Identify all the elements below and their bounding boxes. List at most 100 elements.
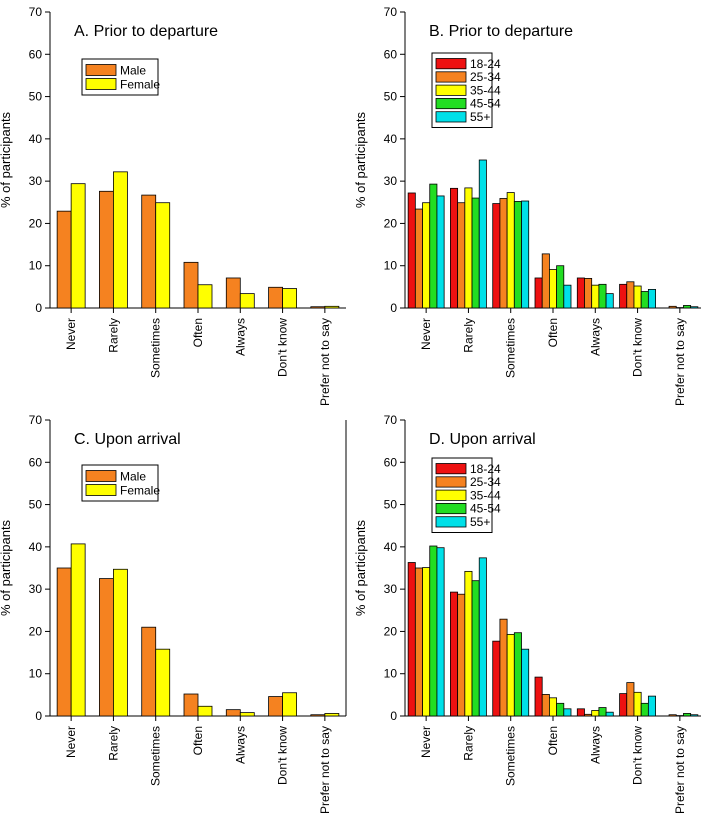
bar-45-54-don-t-know bbox=[640, 291, 649, 309]
x-tick-label-often: Often bbox=[546, 726, 560, 755]
y-tick-label: 70 bbox=[384, 5, 398, 19]
bar-35-44-often bbox=[549, 697, 558, 717]
bar-45-54-prefer-not-to-say bbox=[683, 713, 692, 717]
x-tick-label-never: Never bbox=[64, 318, 78, 350]
bar-male-prefer-not-to-say bbox=[310, 306, 326, 309]
bar-55-prefer-not-to-say bbox=[690, 306, 699, 309]
y-tick-label: 60 bbox=[384, 47, 398, 61]
y-tick-label: 10 bbox=[29, 667, 43, 681]
x-tick-label-prefer-not-to-say: Prefer not to say bbox=[318, 318, 332, 406]
bar-25-34-always bbox=[584, 277, 593, 309]
y-axis-label: % of participants bbox=[353, 519, 368, 616]
bar-35-44-sometimes bbox=[506, 192, 515, 309]
bar-35-44-often bbox=[549, 269, 558, 309]
bar-male-often bbox=[183, 261, 199, 309]
y-tick-label: 50 bbox=[384, 498, 398, 512]
y-tick-label: 40 bbox=[384, 132, 398, 146]
panel-title: D. Upon arrival bbox=[429, 431, 536, 448]
legend-label-35-44: 35-44 bbox=[470, 83, 501, 97]
legend-swatch-35-44 bbox=[435, 84, 467, 96]
legend-swatch-25-34 bbox=[435, 476, 467, 488]
y-tick-label: 60 bbox=[384, 455, 398, 469]
bar-18-24-often bbox=[534, 676, 543, 717]
bar-18-24-often bbox=[534, 277, 543, 309]
legend-swatch-male bbox=[85, 470, 117, 482]
x-tick-label-don-t-know: Don't know bbox=[276, 318, 290, 377]
y-tick-label: 70 bbox=[384, 413, 398, 427]
bar-55-never bbox=[436, 547, 445, 717]
bar-45-54-sometimes bbox=[513, 632, 522, 717]
bar-45-54-always bbox=[598, 283, 607, 309]
x-tick-label-often: Often bbox=[546, 318, 560, 347]
y-tick-label: 70 bbox=[29, 5, 43, 19]
bar-female-rarely bbox=[113, 171, 128, 309]
x-tick-label-never: Never bbox=[64, 726, 78, 758]
bar-male-often bbox=[183, 693, 199, 717]
bar-55-sometimes bbox=[521, 200, 530, 309]
bar-35-44-always bbox=[591, 284, 600, 309]
y-tick-label: 60 bbox=[29, 455, 43, 469]
y-tick-label: 30 bbox=[29, 582, 43, 596]
bar-18-24-always bbox=[576, 708, 585, 717]
y-tick-label: 70 bbox=[29, 413, 43, 427]
x-tick-label-sometimes: Sometimes bbox=[149, 726, 163, 786]
y-axis-label: % of participants bbox=[0, 519, 13, 616]
bar-35-44-don-t-know bbox=[633, 691, 642, 717]
legend-swatch-55 bbox=[435, 111, 467, 123]
x-tick-label-rarely: Rarely bbox=[461, 318, 475, 353]
legend-label-25-34: 25-34 bbox=[470, 475, 501, 489]
bar-25-34-rarely bbox=[457, 202, 466, 309]
panel-title: C. Upon arrival bbox=[74, 431, 181, 448]
x-tick-label-prefer-not-to-say: Prefer not to say bbox=[673, 726, 687, 814]
legend-swatch-45-54 bbox=[435, 98, 467, 110]
bar-55-always bbox=[605, 293, 614, 309]
y-tick-label: 40 bbox=[29, 132, 43, 146]
bar-35-44-rarely bbox=[464, 187, 473, 309]
legend-swatch-55 bbox=[435, 516, 467, 528]
y-tick-label: 0 bbox=[35, 301, 42, 315]
x-tick-label-don-t-know: Don't know bbox=[631, 726, 645, 785]
bar-female-never bbox=[70, 543, 86, 717]
legend-label-35-44: 35-44 bbox=[470, 488, 501, 502]
bar-35-44-don-t-know bbox=[633, 285, 642, 309]
bar-25-34-sometimes bbox=[499, 618, 508, 717]
legend-label-55: 55+ bbox=[470, 515, 490, 529]
bar-25-34-prefer-not-to-say bbox=[668, 305, 677, 309]
bar-female-prefer-not-to-say bbox=[324, 305, 340, 309]
bar-male-never bbox=[56, 210, 72, 309]
bar-25-34-rarely bbox=[457, 593, 466, 717]
legend-swatch-45-54 bbox=[435, 502, 467, 515]
y-tick-label: 40 bbox=[29, 540, 43, 554]
bar-45-54-never bbox=[429, 183, 438, 309]
y-tick-label: 20 bbox=[29, 624, 43, 638]
legend-label-55: 55+ bbox=[470, 110, 490, 124]
bar-male-rarely bbox=[99, 578, 114, 717]
bar-55-always bbox=[605, 711, 614, 717]
bar-25-34-sometimes bbox=[499, 198, 508, 309]
bar-female-rarely bbox=[113, 568, 128, 717]
bar-45-54-prefer-not-to-say bbox=[683, 305, 692, 309]
bar-male-don-t-know bbox=[268, 696, 283, 717]
x-tick-label-always: Always bbox=[233, 726, 247, 764]
bar-18-24-always bbox=[576, 277, 585, 309]
y-tick-label: 10 bbox=[384, 667, 398, 681]
bar-25-34-prefer-not-to-say bbox=[668, 714, 677, 717]
x-tick-label-don-t-know: Don't know bbox=[276, 726, 290, 785]
bar-25-34-don-t-know bbox=[626, 682, 635, 717]
bar-male-sometimes bbox=[141, 626, 157, 717]
legend-label-45-54: 45-54 bbox=[470, 502, 501, 516]
panel-b: 0 10 20 30 40 50 60 70 % of participants B. Prior… bbox=[353, 5, 701, 406]
legend-label-male: Male bbox=[120, 64, 146, 78]
legend-label-25-34: 25-34 bbox=[470, 70, 501, 84]
legend-swatch-35-44 bbox=[435, 489, 467, 501]
bar-35-44-always bbox=[591, 710, 600, 717]
bar-55-don-t-know bbox=[647, 288, 656, 309]
bar-45-54-sometimes bbox=[513, 201, 522, 309]
bar-18-24-sometimes bbox=[492, 640, 501, 717]
bar-45-54-often bbox=[556, 702, 565, 717]
bar-45-54-always bbox=[598, 707, 607, 717]
bar-18-24-rarely bbox=[450, 591, 459, 717]
bar-35-44-sometimes bbox=[506, 633, 515, 717]
bar-55-don-t-know bbox=[647, 695, 656, 717]
